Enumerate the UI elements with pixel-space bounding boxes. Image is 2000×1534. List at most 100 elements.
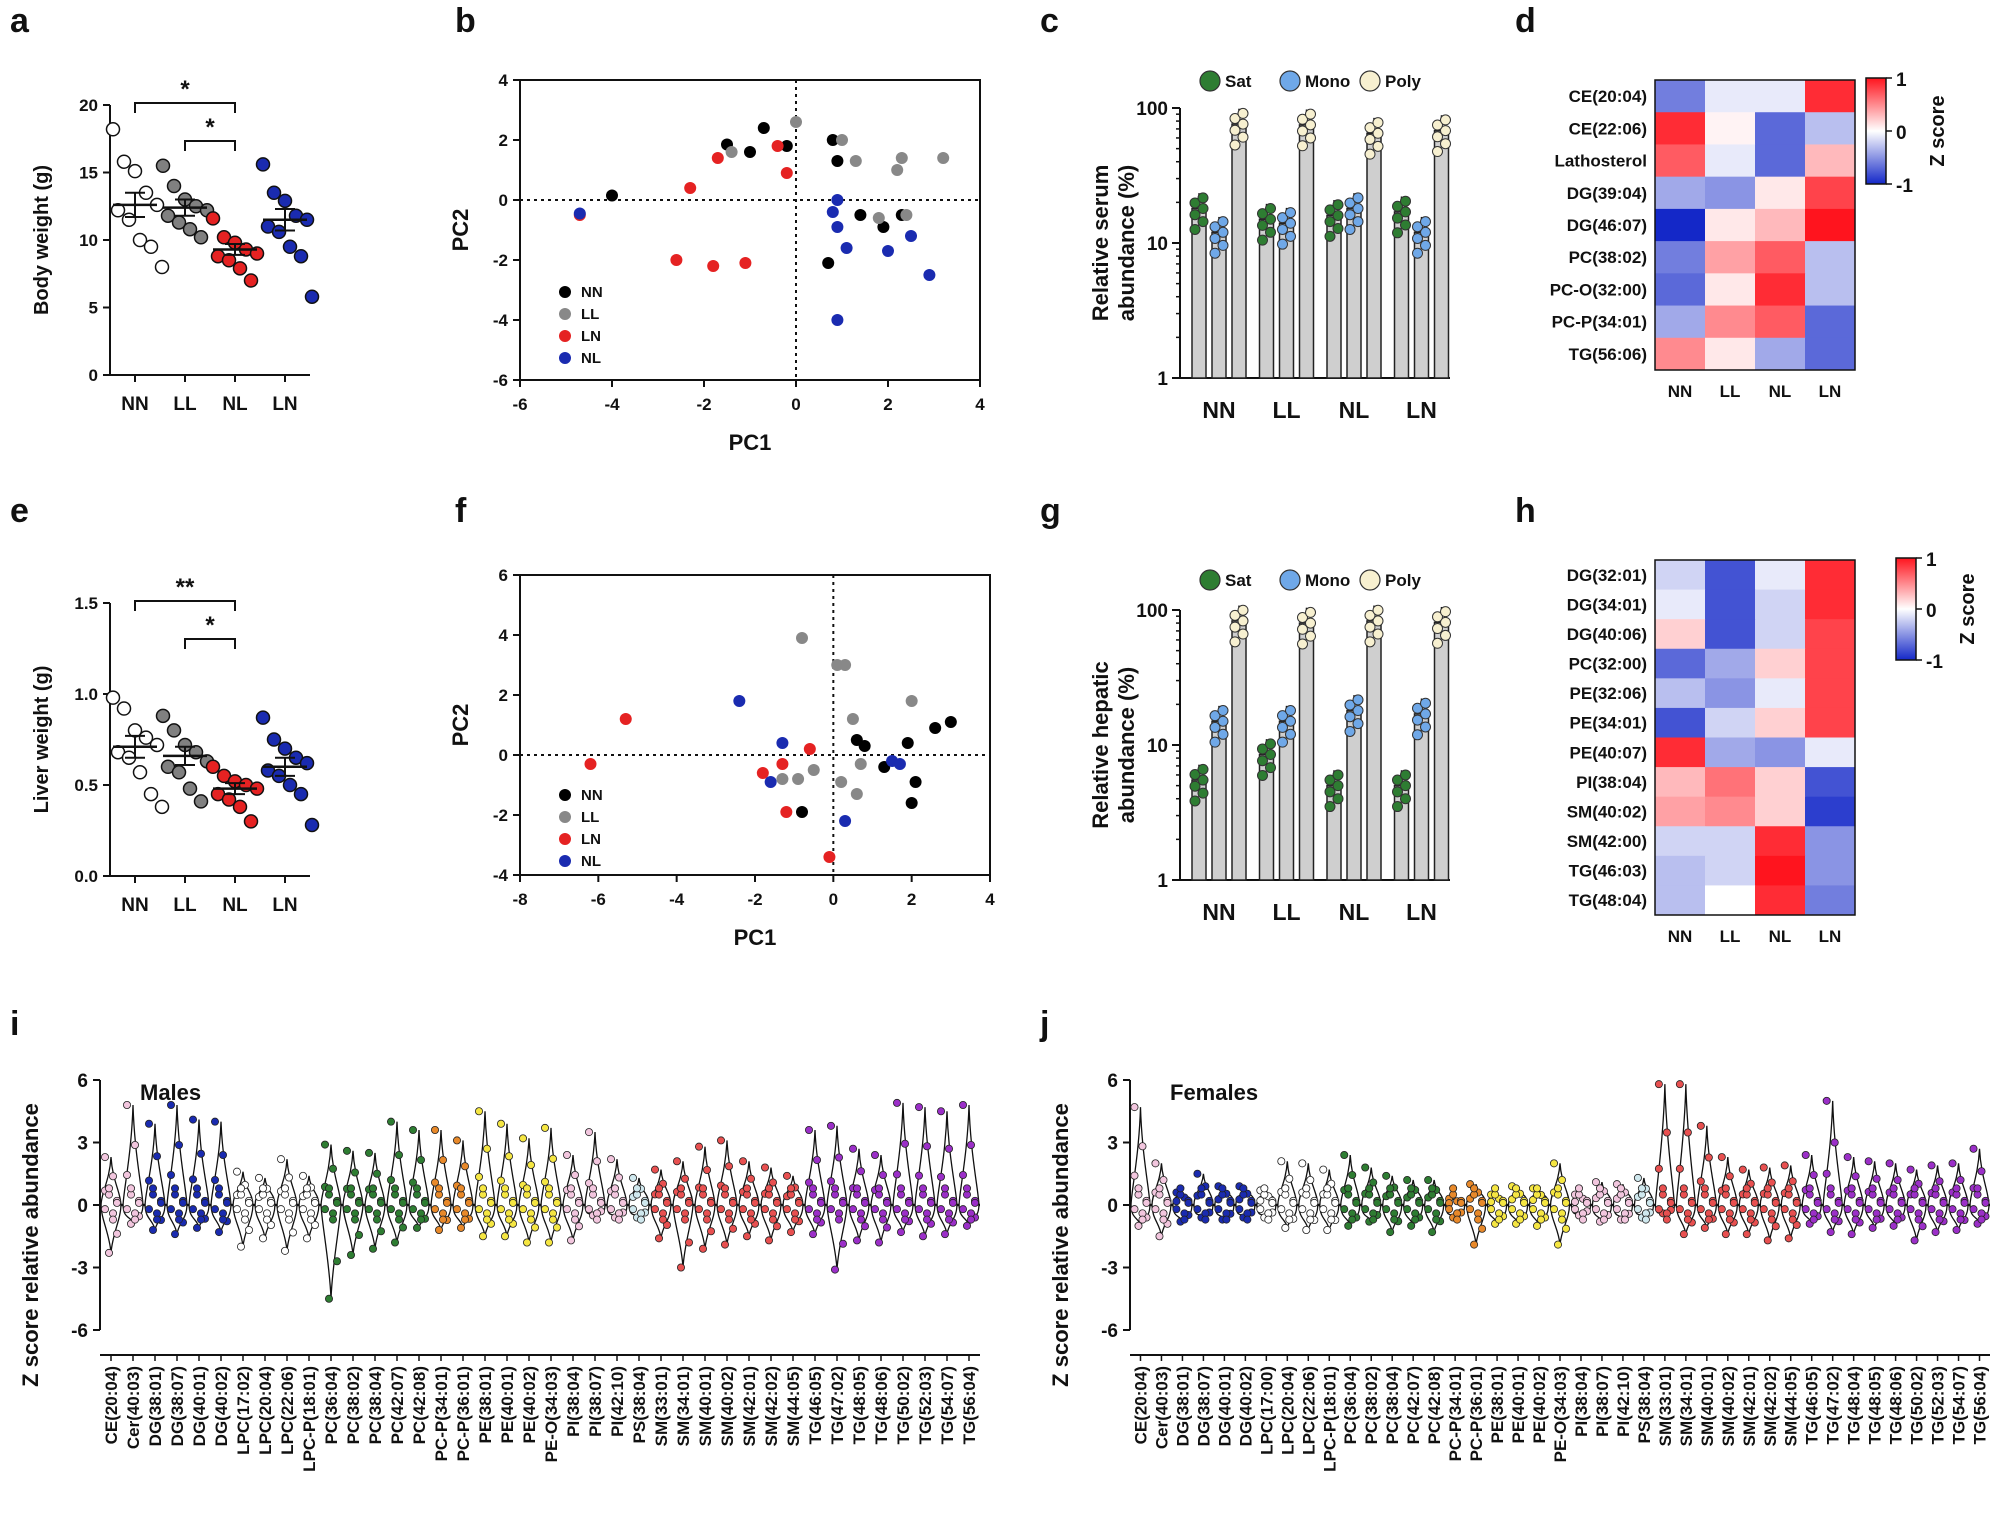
violin-point [1554, 1240, 1563, 1249]
violin-point [717, 1136, 726, 1145]
violin-point [166, 1171, 175, 1180]
pca-point-LL [846, 713, 859, 725]
heat-cell [1705, 619, 1756, 650]
violin-point [218, 1151, 227, 1160]
row-label: PC-O(32:00) [1550, 280, 1647, 299]
violin-point [879, 1215, 888, 1224]
pca-point-NN [877, 221, 890, 233]
violin-point [166, 1101, 175, 1110]
bar-point-Sat [1400, 219, 1411, 231]
pca-point-NL [764, 776, 777, 788]
violin-point [629, 1173, 638, 1182]
bar-point-Mono [1217, 705, 1229, 717]
violin-point [1843, 1153, 1852, 1162]
violin-point [1696, 1177, 1705, 1186]
x-tick-label: DG(38:07) [168, 1366, 187, 1446]
bar-point-Sat [1265, 213, 1276, 225]
heat-cell [1705, 305, 1756, 339]
y-tick-label: 2 [499, 686, 508, 705]
violin-point [1176, 1184, 1185, 1193]
violin-point [1654, 1164, 1663, 1173]
legend-label: LN [581, 831, 601, 848]
violin-point [1612, 1205, 1621, 1214]
violin-point [478, 1232, 487, 1241]
violin-point [729, 1224, 738, 1233]
heat-cell [1755, 80, 1806, 113]
bar-point-Poly [1297, 125, 1308, 137]
violin-point [368, 1184, 377, 1193]
heat-cell [1805, 337, 1856, 371]
violin-point [244, 1226, 253, 1235]
bar-point-Poly [1372, 127, 1384, 139]
violin-point [1746, 1215, 1755, 1224]
x-tick-label: TG(46:05) [806, 1366, 825, 1444]
legend-label: LL [581, 809, 599, 826]
violin-point [879, 1171, 888, 1180]
violin-point [607, 1205, 616, 1214]
bar-point-Mono [1209, 221, 1221, 233]
violin-point [346, 1184, 355, 1193]
bar-point-Sat [1332, 793, 1344, 805]
violin-point [827, 1205, 836, 1214]
pca-point-NN [909, 776, 922, 788]
violin-point [1340, 1151, 1349, 1160]
violin-point [320, 1205, 329, 1214]
violin-point [1834, 1198, 1843, 1207]
violin-point [1541, 1198, 1550, 1207]
violin-point [773, 1198, 782, 1207]
violin-point [615, 1215, 624, 1224]
violin-point [1411, 1215, 1420, 1224]
colorbar-tick-label: 0 [1896, 123, 1907, 144]
data-point [304, 817, 320, 833]
heat-cell [1755, 885, 1806, 916]
bar-point-Poly [1372, 117, 1384, 129]
violin-point [1201, 1215, 1210, 1224]
violin-point [1771, 1198, 1780, 1207]
y-tick-label: -6 [1101, 1321, 1118, 1342]
data-point [293, 248, 309, 264]
bar-point-Poly [1305, 617, 1316, 629]
y-tick-label: -2 [493, 806, 508, 825]
violin-point [1969, 1144, 1978, 1153]
violin-point [607, 1155, 616, 1164]
violin-point [105, 1184, 114, 1193]
bar-point-Poly [1372, 604, 1384, 616]
significance-bracket [184, 140, 236, 151]
bar-point-Sat [1324, 230, 1336, 242]
colorbar [1865, 77, 1887, 185]
panel-j-females-violins: 6 3 0 -3 -6 Z score relative abundance Females… [1048, 1071, 1990, 1472]
bar-point-Sat [1197, 192, 1209, 204]
y-tick-label: 6 [1107, 1071, 1118, 1092]
bar-Poly [1298, 622, 1315, 881]
violin-point [919, 1232, 928, 1241]
violin-point [1893, 1176, 1902, 1185]
data-point [143, 239, 159, 254]
violin-point [438, 1156, 447, 1165]
violin-point [144, 1205, 153, 1214]
bar-point-Poly [1237, 107, 1249, 119]
violin-point [1910, 1236, 1919, 1245]
x-tick-label: TG(52:03) [916, 1366, 935, 1444]
pca-point-LN [756, 767, 769, 779]
violin-point [1935, 1215, 1944, 1224]
heat-cell [1705, 176, 1756, 210]
violin-point [332, 1257, 341, 1266]
x-tick-label: PI(38:07) [586, 1366, 605, 1437]
violin-point [827, 1177, 836, 1186]
bar-point-Sat [1324, 216, 1336, 228]
bar-point-Poly [1372, 615, 1384, 627]
y-axis-label: Body weight (g) [31, 165, 53, 315]
bar-point-Sat [1257, 208, 1268, 220]
significance-bracket [134, 600, 236, 611]
y-tick-label: -2 [493, 251, 508, 270]
x-tick-label: 2 [883, 395, 892, 414]
bar-point-Mono [1277, 223, 1288, 235]
bar-point-Mono [1217, 728, 1229, 740]
heat-cell [1705, 796, 1756, 827]
x-tick-label: TG(47:02) [1824, 1366, 1843, 1444]
violin-point [1151, 1205, 1160, 1214]
pca-point-NN [606, 189, 618, 202]
pca-point-LN [739, 257, 752, 269]
violin-point [1424, 1205, 1433, 1214]
heat-cell [1705, 273, 1756, 307]
